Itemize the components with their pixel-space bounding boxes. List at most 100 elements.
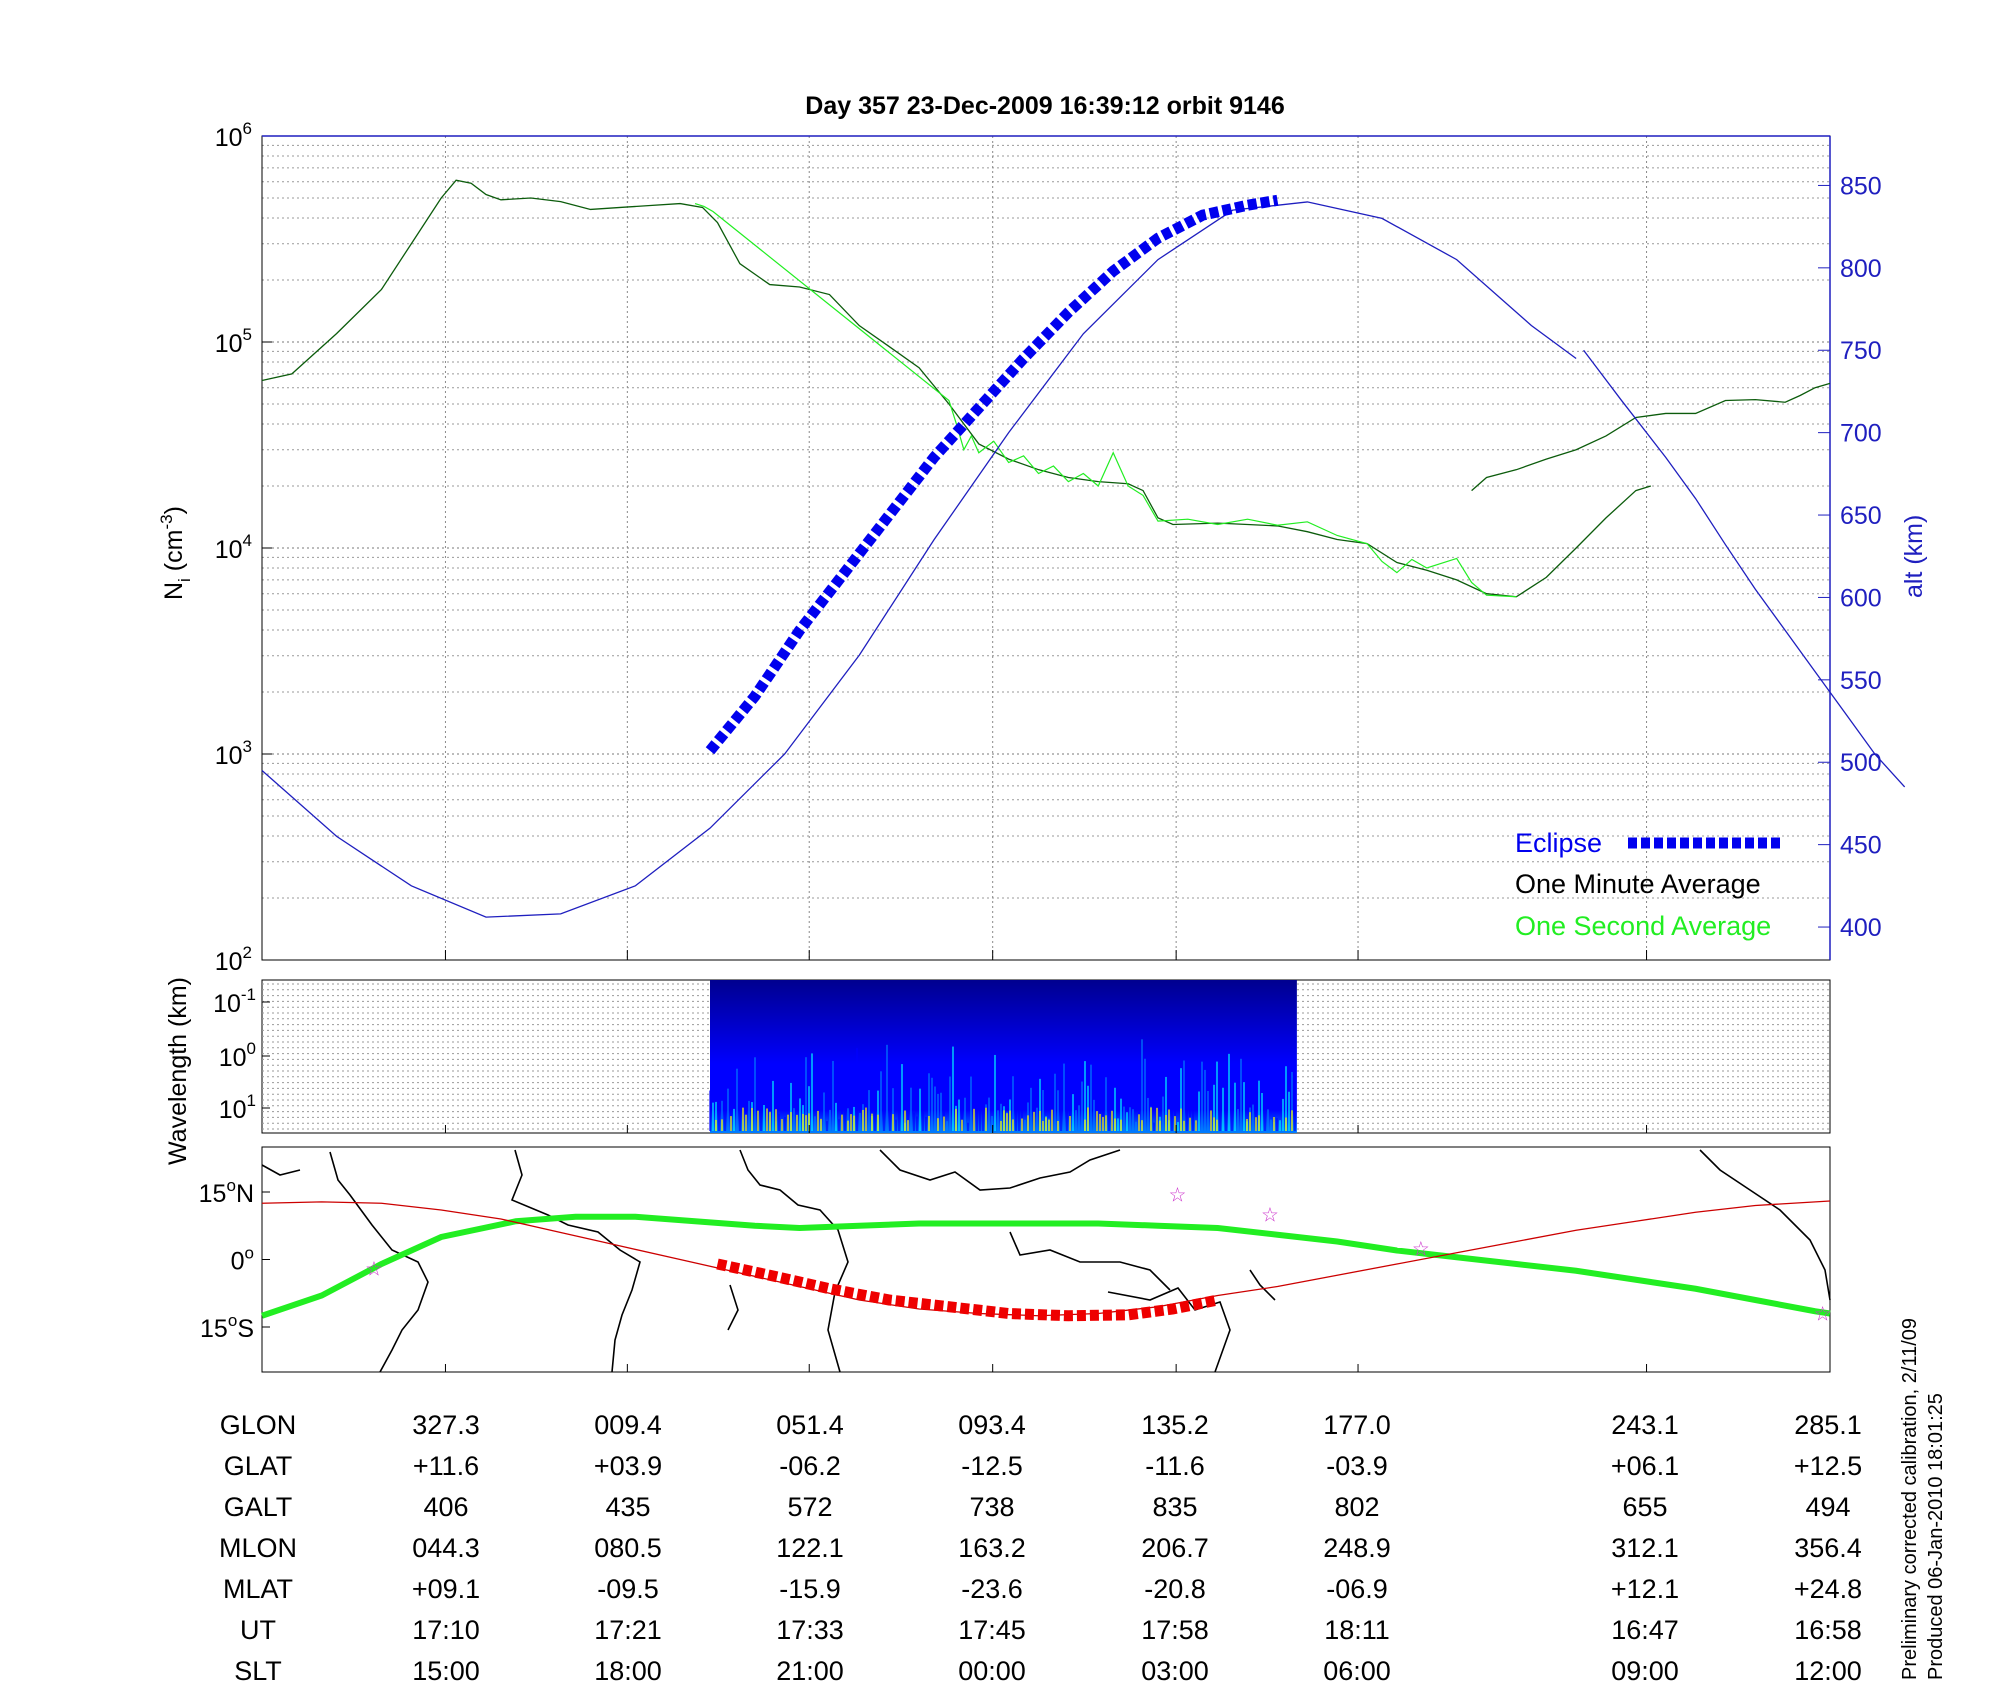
row-label: MLAT — [223, 1574, 293, 1604]
row-label: MLON — [219, 1533, 297, 1563]
y2-tick-label: 400 — [1840, 914, 1882, 942]
table-cell: 00:00 — [958, 1656, 1026, 1686]
coastline — [727, 1284, 739, 1331]
station-star-icon: ☆ — [365, 1259, 383, 1281]
map-frame — [261, 1146, 1831, 1373]
y2-tick-label: 800 — [1840, 255, 1882, 283]
table-cell: 03:00 — [1141, 1656, 1209, 1686]
table-cell: 18:00 — [594, 1656, 662, 1686]
table-cell: -06.9 — [1326, 1574, 1388, 1604]
series-one-minute-average — [261, 179, 1651, 598]
table-cell: 135.2 — [1141, 1410, 1209, 1440]
table-cell: 12:00 — [1794, 1656, 1862, 1686]
y2-tick-label: 450 — [1840, 832, 1882, 860]
y2-tick-label: 600 — [1840, 584, 1882, 612]
table-cell: 572 — [787, 1492, 832, 1522]
series-one-second-average — [694, 202, 1517, 598]
table-cell: +12.5 — [1794, 1451, 1862, 1481]
table-cell: 494 — [1805, 1492, 1850, 1522]
table-cell: 206.7 — [1141, 1533, 1209, 1563]
table-cell: 655 — [1622, 1492, 1667, 1522]
y2-tick-label: 650 — [1840, 502, 1882, 530]
orbit-table: GLON GLAT GALT MLON MLAT UT SLT 327.3 +11.6 406 04… — [219, 1410, 1862, 1686]
y-tick-label: 104 — [215, 531, 252, 564]
coastline — [1009, 1231, 1171, 1291]
table-cell: 18:11 — [1324, 1615, 1390, 1645]
table-cell: +24.8 — [1794, 1574, 1862, 1604]
table-cell: 122.1 — [776, 1533, 844, 1563]
table-cell: 17:58 — [1141, 1615, 1209, 1645]
track-magnetic-track — [261, 1213, 1831, 1319]
table-cell: -12.5 — [961, 1451, 1023, 1481]
table-cell: -20.8 — [1144, 1574, 1206, 1604]
map-y-tick-label: 15oN — [199, 1176, 254, 1208]
table-cell: 738 — [969, 1492, 1014, 1522]
series-altitude — [261, 201, 1577, 918]
table-cell: 356.4 — [1794, 1533, 1862, 1563]
coastlines — [261, 1149, 1831, 1373]
legend-entry: Eclipse — [1515, 828, 1602, 858]
figure-title: Day 357 23-Dec-2009 16:39:12 orbit 9146 — [805, 92, 1284, 120]
row-label: GALT — [224, 1492, 293, 1522]
table-cell: 15:00 — [412, 1656, 480, 1686]
legend-entry: One Minute Average — [1515, 869, 1761, 899]
row-label: UT — [240, 1615, 276, 1645]
spectrogram-panel: 10-1 100 101 Wavelength (km) — [164, 977, 1831, 1165]
table-cell: 17:21 — [594, 1615, 662, 1645]
table-cell: +12.1 — [1611, 1574, 1679, 1604]
table-cell: 17:45 — [958, 1615, 1026, 1645]
series-one-minute-average — [1471, 382, 1831, 492]
table-cell: 406 — [423, 1492, 468, 1522]
y2-axis-label: alt (km) — [1900, 515, 1928, 598]
row-label: GLAT — [224, 1451, 293, 1481]
series-eclipse — [705, 194, 1279, 755]
y2-tick-label: 750 — [1840, 337, 1882, 365]
table-cell: 009.4 — [594, 1410, 662, 1440]
row-label: SLT — [234, 1656, 282, 1686]
density-panel: 102 103 104 105 106 400 450 500 550 600 650 700 750 8… — [157, 119, 1928, 976]
ground-track-panel: ☆ ☆ ☆ ☆ ☆ 15oN 0o 15oS — [199, 1146, 1832, 1373]
legend-entry: One Second Average — [1515, 911, 1771, 941]
table-cell: 327.3 — [412, 1410, 480, 1440]
station-star-icon: ☆ — [1814, 1304, 1832, 1326]
coastline — [879, 1149, 1121, 1191]
y-axis-label: Ni (cm-3) — [157, 506, 194, 600]
table-cell: 051.4 — [776, 1410, 844, 1440]
table-cell: 435 — [605, 1492, 650, 1522]
station-star-icon: ☆ — [1168, 1184, 1186, 1206]
table-cell: +03.9 — [594, 1451, 662, 1481]
coastline — [739, 1149, 849, 1373]
footnote: Preliminary corrected calibration, 2/11/… — [1899, 1318, 1947, 1680]
table-cell: 835 — [1152, 1492, 1197, 1522]
coastline — [510, 1149, 641, 1373]
table-cell: -09.5 — [597, 1574, 659, 1604]
coastline — [329, 1151, 429, 1373]
spec-y-tick-label: 101 — [219, 1091, 256, 1124]
y-tick-label: 106 — [215, 119, 252, 152]
table-cell: -11.6 — [1145, 1451, 1205, 1481]
table-cell: -15.9 — [779, 1574, 841, 1604]
map-y-tick-label: 15oS — [200, 1311, 254, 1343]
y2-tick-label: 550 — [1840, 667, 1882, 695]
footnote-line-2: Produced 06-Jan-2010 18:01:25 — [1925, 1393, 1947, 1680]
map-y-tick-label: 0o — [231, 1244, 254, 1276]
table-cell: 17:10 — [412, 1615, 480, 1645]
table-cell: 177.0 — [1323, 1410, 1391, 1440]
table-cell: 09:00 — [1611, 1656, 1679, 1686]
station-star-icon: ☆ — [1261, 1205, 1279, 1227]
spec-y-axis-label: Wavelength (km) — [164, 977, 192, 1165]
table-cell: -03.9 — [1326, 1451, 1388, 1481]
table-cell: 093.4 — [958, 1410, 1026, 1440]
y2-tick-label: 700 — [1840, 420, 1882, 448]
row-label: GLON — [220, 1410, 297, 1440]
legend: Eclipse One Minute Average One Second Aver… — [1515, 828, 1780, 941]
table-cell: 06:00 — [1323, 1656, 1391, 1686]
table-cell: 163.2 — [958, 1533, 1026, 1563]
table-cell: 243.1 — [1611, 1410, 1679, 1440]
table-cell: 080.5 — [594, 1533, 662, 1563]
table-cell: 285.1 — [1794, 1410, 1862, 1440]
table-cell: 312.1 — [1611, 1533, 1679, 1563]
y2-tick-label: 500 — [1840, 749, 1882, 777]
table-cell: +06.1 — [1611, 1451, 1679, 1481]
